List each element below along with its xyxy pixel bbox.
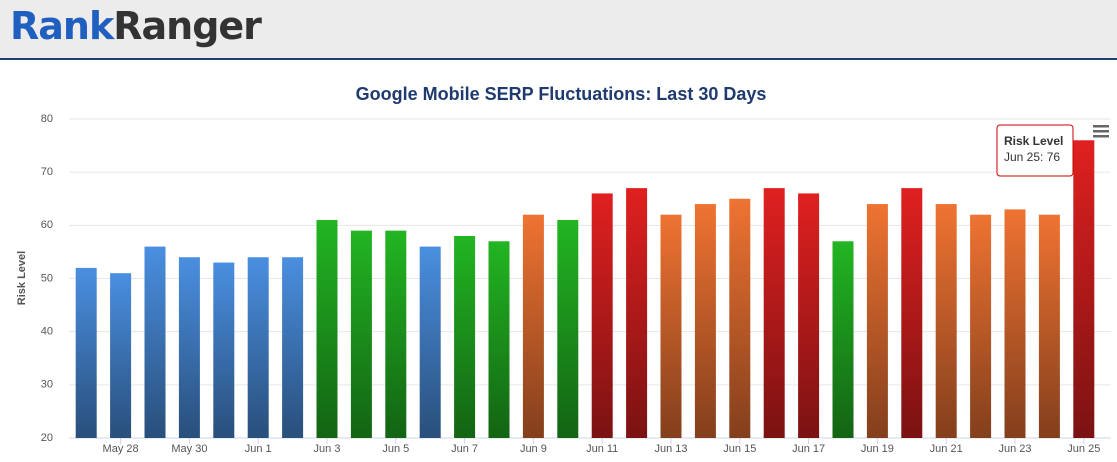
bar xyxy=(488,241,510,438)
logo[interactable]: RankRanger xyxy=(10,4,262,48)
y-tick-label: 80 xyxy=(41,113,53,125)
bar xyxy=(1038,214,1060,438)
bar xyxy=(866,204,888,438)
bar xyxy=(282,257,304,438)
y-axis-label: Risk Level xyxy=(16,251,28,305)
x-tick-label: Jun 15 xyxy=(723,443,756,455)
x-tick-label: Jun 3 xyxy=(314,443,341,455)
y-tick-label: 60 xyxy=(41,219,53,231)
x-tick-label: May 30 xyxy=(171,443,207,455)
y-tick-label: 40 xyxy=(41,326,53,338)
bar xyxy=(110,273,132,438)
bar xyxy=(557,220,579,438)
bar xyxy=(763,188,785,438)
y-tick-label: 30 xyxy=(41,379,53,391)
y-tick-label: 20 xyxy=(41,432,53,444)
bar xyxy=(1004,209,1026,438)
bar xyxy=(316,220,338,438)
y-tick-label: 50 xyxy=(41,272,53,284)
bar xyxy=(694,204,716,438)
bar xyxy=(901,188,923,438)
x-tick-label: Jun 1 xyxy=(245,443,272,455)
x-tick-label: Jun 5 xyxy=(382,443,409,455)
x-tick-label: Jun 13 xyxy=(654,443,687,455)
bar xyxy=(213,262,235,438)
bar xyxy=(178,257,200,438)
bar xyxy=(970,214,992,438)
header: RankRanger xyxy=(0,0,1117,60)
y-tick-label: 70 xyxy=(41,166,53,178)
x-tick-label: Jun 17 xyxy=(792,443,825,455)
bar xyxy=(75,267,97,438)
x-tick-label: Jun 11 xyxy=(586,443,618,455)
menu-line xyxy=(1093,125,1109,128)
x-tick-label: Jun 7 xyxy=(451,443,478,455)
logo-part: Rank xyxy=(10,4,114,48)
x-tick-label: May 28 xyxy=(103,443,139,455)
bar xyxy=(1073,140,1095,438)
bar xyxy=(522,214,544,438)
bar xyxy=(935,204,957,438)
bar xyxy=(144,246,166,438)
bar xyxy=(419,246,441,438)
x-tick-label: Jun 25 xyxy=(1067,443,1100,455)
bar xyxy=(660,214,682,438)
menu-icon[interactable] xyxy=(1093,125,1109,138)
x-tick-label: Jun 19 xyxy=(861,443,894,455)
bar xyxy=(247,257,269,438)
tooltip-label: Jun 25: 76 xyxy=(1004,150,1060,164)
menu-line xyxy=(1093,130,1109,133)
bar xyxy=(832,241,854,438)
bar xyxy=(454,235,476,438)
chart-title: Google Mobile SERP Fluctuations: Last 30… xyxy=(356,84,767,104)
bar xyxy=(626,188,648,438)
tooltip-title: Risk Level xyxy=(1004,134,1063,148)
logo-part: Ranger xyxy=(113,4,262,48)
x-tick-label: Jun 9 xyxy=(520,443,547,455)
x-tick-label: Jun 21 xyxy=(930,443,963,455)
menu-line xyxy=(1093,135,1109,138)
tooltip: Risk Level Jun 25: 76 xyxy=(996,124,1074,177)
chart: Google Mobile SERP Fluctuations: Last 30… xyxy=(16,84,1111,455)
bar xyxy=(350,230,372,438)
bar xyxy=(729,198,751,438)
bar xyxy=(798,193,820,438)
bar xyxy=(385,230,407,438)
bar xyxy=(591,193,613,438)
tooltip-box xyxy=(996,124,1074,177)
x-tick-label: Jun 23 xyxy=(998,443,1031,455)
